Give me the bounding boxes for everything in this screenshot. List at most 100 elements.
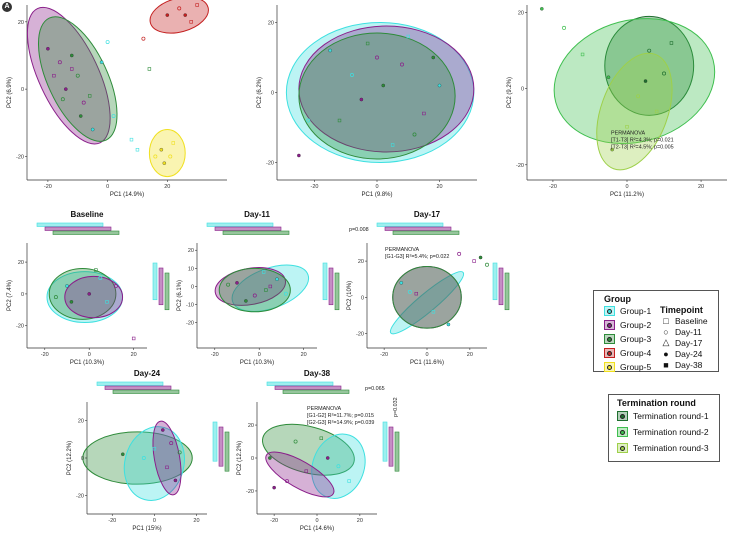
data-point bbox=[141, 36, 146, 41]
marginal-box-right bbox=[212, 421, 218, 462]
y-tick-label: -20 bbox=[246, 489, 254, 495]
data-point bbox=[647, 48, 652, 53]
x-axis-title: PC1 (15%) bbox=[132, 526, 161, 532]
data-point bbox=[195, 3, 199, 7]
permanova-annotation: [T1-T3] R²=4.3%; p=0.021 bbox=[611, 138, 674, 144]
marginal-box-right bbox=[394, 431, 400, 472]
data-point bbox=[446, 322, 451, 327]
group-legend: Group Group-1 Group-2 Group-3 Group-4 Group-… bbox=[604, 294, 651, 374]
x-axis-title: PC1 (11.2%) bbox=[610, 192, 644, 198]
permanova-annotation: [G1-G2] R²=11.7%; p=0.015 bbox=[307, 413, 374, 419]
permanova-annotation: [G1-G3] R²=5.4%; p=0.022 bbox=[385, 254, 449, 260]
marginal-box-top bbox=[44, 226, 112, 231]
x-axis-title: PC1 (10.3%) bbox=[70, 360, 104, 366]
marginal-box-top bbox=[384, 226, 452, 231]
data-point bbox=[654, 109, 659, 114]
marginal-box-right bbox=[498, 267, 504, 306]
timepoint-symbol-icon: ○ bbox=[663, 326, 669, 337]
chart-baseline: -20 0 20 -20 0 20 PC1 (10.3%) PC2 (7.4%) Baselin… bbox=[7, 210, 170, 366]
data-point bbox=[70, 67, 74, 71]
data-point bbox=[306, 118, 311, 123]
permanova-annotation: PERMANOVA bbox=[385, 247, 419, 253]
data-point bbox=[226, 282, 231, 287]
legend-item-baseline: □ Baseline bbox=[660, 315, 707, 326]
ellipse-termination-round-3 bbox=[596, 52, 673, 171]
data-point bbox=[81, 100, 86, 105]
y-tick-label: 0 bbox=[21, 87, 24, 93]
data-point bbox=[129, 137, 134, 142]
data-point bbox=[540, 7, 544, 11]
data-point bbox=[165, 465, 169, 470]
data-point bbox=[153, 154, 158, 159]
data-point bbox=[437, 83, 442, 88]
marginal-box-right bbox=[388, 426, 394, 467]
chart-all-timepoints: -20 0 20 -20 0 20 PC1 (9.8%) PC2 (6.2%) bbox=[257, 5, 477, 198]
data-point bbox=[162, 161, 167, 165]
x-tick-label: 0 bbox=[625, 184, 628, 190]
timepoint-symbol-icon: ● bbox=[663, 348, 669, 359]
data-point bbox=[60, 97, 65, 102]
y-axis-title: PC2 (6.9%) bbox=[7, 77, 13, 108]
legend-label: Termination round-3 bbox=[633, 443, 709, 453]
legend-item-group-1: Group-1 bbox=[604, 304, 651, 318]
data-point bbox=[131, 336, 136, 341]
timepoint-symbol-icon: △ bbox=[662, 337, 670, 347]
x-tick-label: 0 bbox=[315, 518, 318, 524]
data-point bbox=[325, 456, 330, 460]
x-tick-label: 0 bbox=[375, 184, 378, 190]
chart-termination: -20 0 20 -20 0 20 PC1 (11.2%) PC2 (9.2%) PERMANO… bbox=[507, 5, 727, 198]
termination-legend-title: Termination round bbox=[617, 398, 696, 408]
marginal-box-right bbox=[224, 431, 230, 472]
legend-swatch bbox=[604, 334, 615, 344]
legend-swatch bbox=[604, 306, 615, 316]
legend-label: Termination round-1 bbox=[633, 411, 709, 421]
y-tick-label: 0 bbox=[251, 456, 254, 462]
data-point bbox=[381, 83, 385, 88]
data-point bbox=[431, 55, 435, 60]
timepoint-symbol-icon: □ bbox=[663, 315, 669, 326]
marginal-box-right bbox=[492, 262, 498, 301]
x-tick-label: 0 bbox=[88, 352, 91, 358]
marginal-box-right bbox=[152, 262, 158, 301]
data-point bbox=[272, 485, 276, 490]
x-axis-title: PC1 (14.9%) bbox=[110, 192, 144, 198]
data-point bbox=[336, 464, 341, 469]
permanova-annotation: PERMANOVA bbox=[307, 406, 341, 412]
data-point bbox=[662, 71, 666, 76]
y-tick-label: -10 bbox=[186, 303, 194, 309]
legend-item-day-11: ○ Day-11 bbox=[660, 326, 708, 337]
ellipse-group-3 bbox=[392, 266, 462, 329]
panel-title: Day-17 bbox=[414, 210, 441, 219]
marginal-box-top bbox=[376, 222, 444, 227]
y-axis-title: PC2 (7.4%) bbox=[7, 280, 13, 311]
marginal-box-top bbox=[282, 389, 350, 394]
data-point bbox=[57, 60, 62, 65]
data-point bbox=[422, 111, 426, 116]
data-point bbox=[261, 270, 266, 274]
marginal-box-right bbox=[322, 262, 328, 301]
data-point bbox=[177, 6, 182, 11]
legend-label: Group-2 bbox=[620, 320, 652, 330]
x-tick-label: -20 bbox=[108, 518, 116, 524]
chart-day24: -20 0 20 -20 0 20 PC1 (15%) PC2 (12.2%) Day-24 bbox=[67, 369, 230, 532]
data-point bbox=[293, 439, 298, 444]
marginal-box-right bbox=[328, 267, 334, 306]
data-point bbox=[171, 141, 175, 145]
data-point bbox=[264, 288, 268, 292]
y-axis-title: PC2 (6.2%) bbox=[257, 77, 263, 108]
data-point bbox=[328, 48, 332, 53]
x-tick-label: -20 bbox=[211, 352, 219, 358]
legend-item-termination-round-3: Termination round-3 bbox=[617, 440, 709, 456]
x-axis-title: PC1 (10.3%) bbox=[240, 360, 274, 366]
ellipse-group-5 bbox=[148, 129, 186, 178]
y-tick-label: 20 bbox=[18, 20, 24, 26]
y-axis-title: PC2 (6.1%) bbox=[177, 280, 183, 311]
data-point bbox=[152, 446, 157, 451]
y-tick-label: 0 bbox=[271, 91, 274, 97]
data-point bbox=[268, 456, 272, 460]
legend-label: Group-3 bbox=[620, 334, 652, 344]
data-point bbox=[99, 60, 104, 64]
y-tick-label: 0 bbox=[361, 295, 364, 301]
marginal-box-top bbox=[266, 381, 334, 386]
y-tick-label: 0 bbox=[21, 292, 24, 298]
